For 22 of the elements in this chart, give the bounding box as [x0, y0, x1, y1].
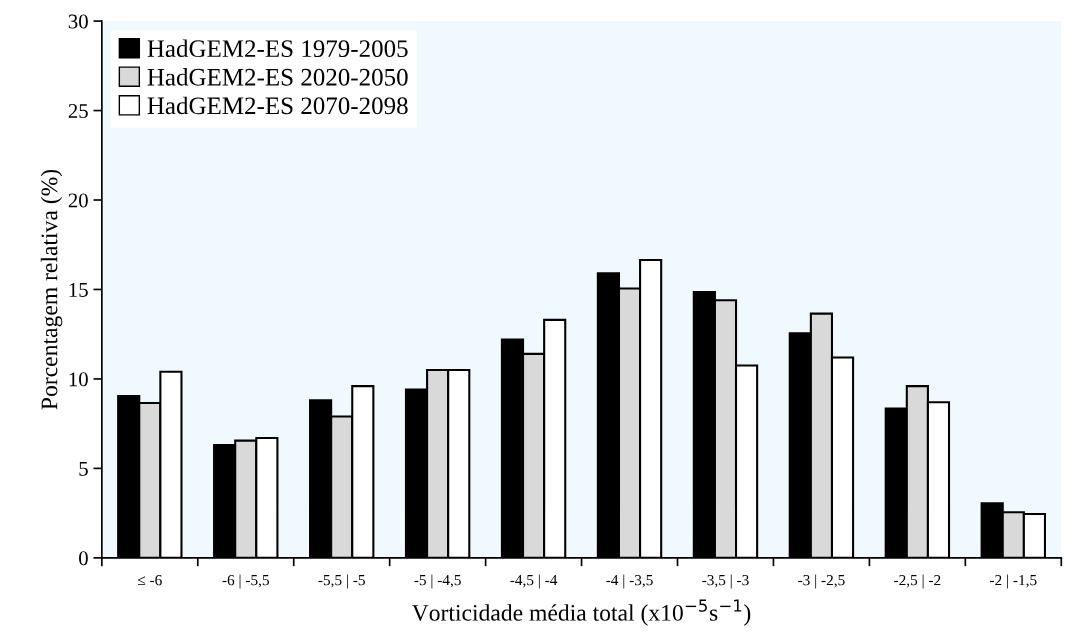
y-axis-title: Porcentagem relativa (%) [40, 169, 63, 410]
x-tick-label: -3 | -2,5 [798, 574, 845, 589]
legend-label: HadGEM2-ES 1979-2005 [147, 39, 408, 58]
x-tick-label: ≤ -6 [137, 575, 162, 586]
y-tick-label: 5 [79, 461, 88, 476]
y-tick-label: 30 [68, 14, 88, 29]
legend-label: HadGEM2-ES 2070-2098 [147, 96, 408, 115]
x-tick-label: -4 | -3,5 [606, 574, 653, 589]
y-tick-label: 25 [68, 103, 88, 118]
legend-label: HadGEM2-ES 2020-2050 [147, 68, 408, 86]
x-tick-label: -5 | -4,5 [414, 574, 461, 589]
y-tick-label: 0 [79, 551, 88, 566]
x-tick-label: -4,5 | -4 [510, 574, 558, 589]
x-tick-label: -5,5 | -5 [318, 574, 365, 589]
y-tick-label: 20 [68, 193, 88, 208]
x-tick-label: -2,5 | -2 [894, 574, 941, 589]
x-tick-label: -2 | -1,5 [990, 574, 1037, 589]
y-tick-label: 10 [69, 372, 88, 387]
y-tick-label: 15 [69, 282, 88, 297]
x-axis-title: Vorticidade média total (x10$^{−5}$s$^{−1}$) [411, 599, 751, 626]
x-tick-label: -6 | -5,5 [222, 574, 269, 589]
x-tick-label: -3,5 | -3 [702, 574, 749, 589]
